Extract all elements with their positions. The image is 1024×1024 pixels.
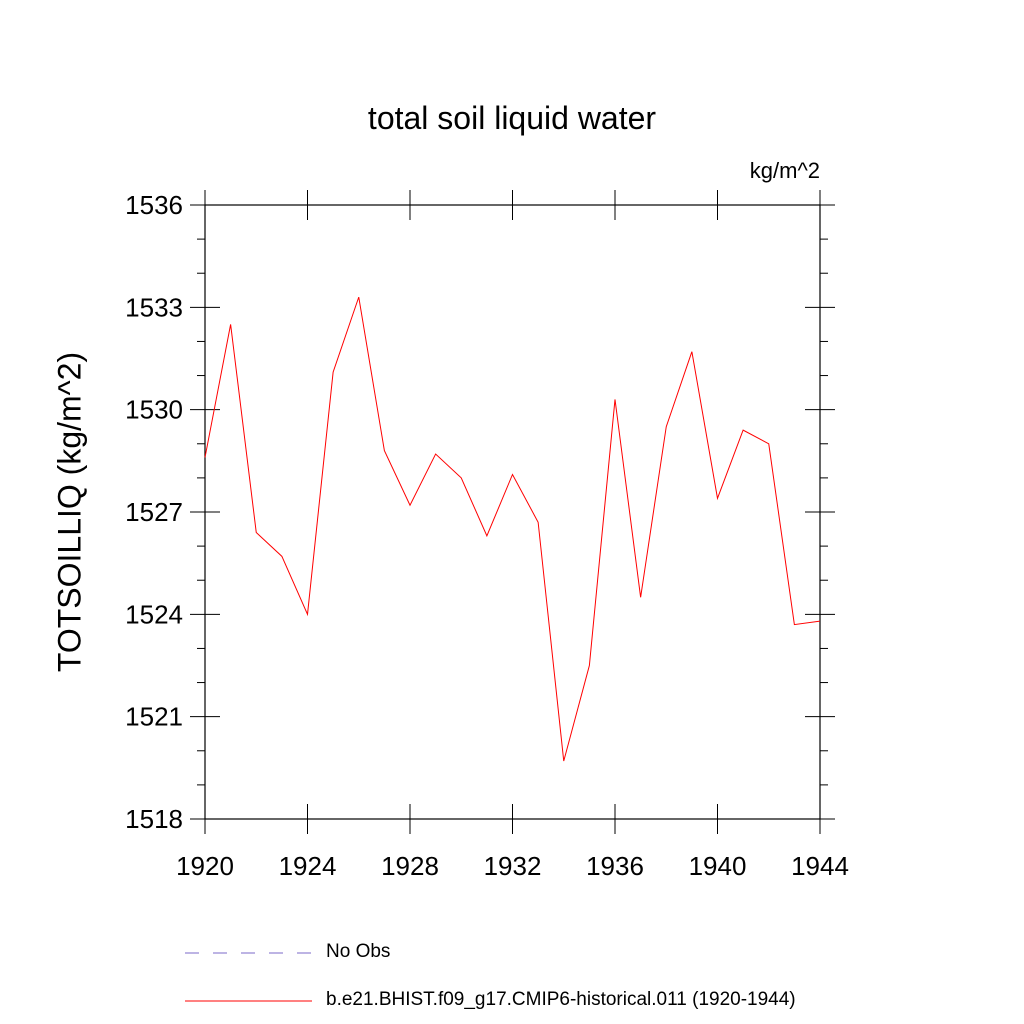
y-tick-label: 1533	[125, 292, 183, 322]
series-lines	[204, 296, 821, 762]
x-tick-label: 1944	[791, 851, 849, 881]
y-tick-label: 1527	[125, 497, 183, 527]
legend-label-no-obs: No Obs	[326, 941, 391, 962]
y-tick-label: 1530	[125, 395, 183, 425]
y-tick-label: 1518	[125, 804, 183, 834]
plot-frame	[204, 204, 821, 820]
y-tick-label: 1524	[125, 599, 183, 629]
legend-label-historical: b.e21.BHIST.f09_g17.CMIP6-historical.011…	[326, 989, 796, 1010]
x-tick-label: 1940	[689, 851, 747, 881]
chart-title: total soil liquid water	[367, 100, 657, 136]
x-tick-label: 1924	[279, 851, 337, 881]
x-tick-label: 1920	[176, 851, 234, 881]
axis-ticks: 1518 1521 1524 1527 1530 1533 1536 1920 1924 1928…	[125, 190, 849, 881]
x-tick-label: 1936	[586, 851, 644, 881]
series-line	[204, 296, 821, 762]
y-tick-label: 1536	[125, 190, 183, 220]
units-label: kg/m^2	[749, 158, 820, 183]
x-tick-label: 1928	[381, 851, 439, 881]
x-tick-label: 1932	[484, 851, 542, 881]
y-tick-label: 1521	[125, 702, 183, 732]
legend	[185, 952, 312, 1002]
